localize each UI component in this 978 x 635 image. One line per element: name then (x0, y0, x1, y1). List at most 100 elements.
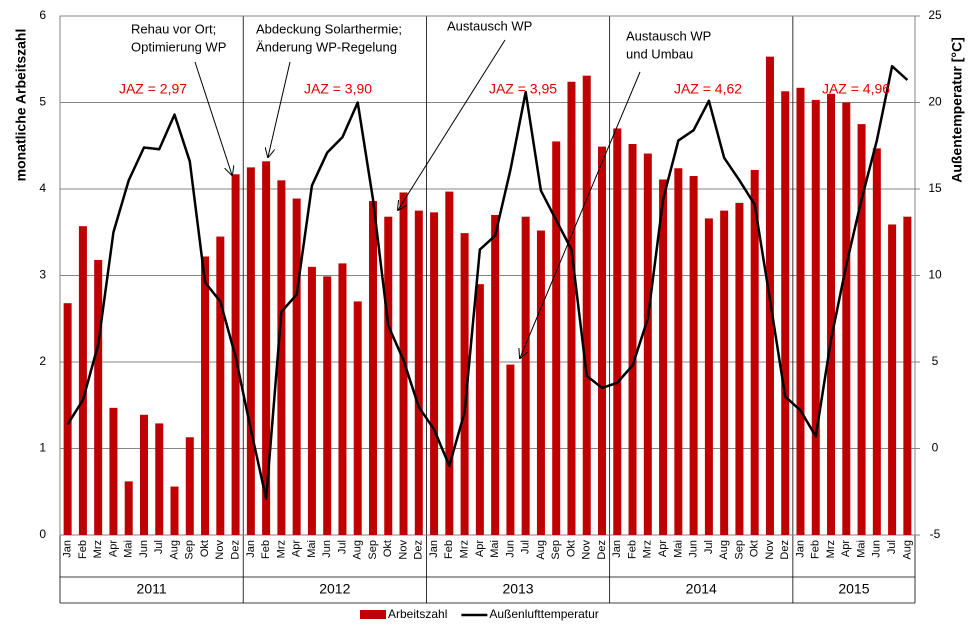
bar (201, 256, 210, 535)
bar (460, 233, 469, 536)
bar (888, 224, 897, 535)
x-tick-label: Sep (550, 540, 562, 560)
x-tick-label: Jun (321, 540, 333, 558)
bar (567, 81, 576, 536)
bar (185, 437, 194, 535)
x-tick-label: Sep (367, 540, 379, 560)
bar (781, 91, 790, 535)
x-tick-label: Mai (672, 540, 684, 558)
year-label: 2015 (838, 581, 869, 597)
line (66, 64, 909, 500)
bar (720, 210, 729, 535)
x-tick-label: Aug (168, 540, 180, 560)
legend-label: Außenlufttemperatur (489, 607, 598, 621)
jaz-label: JAZ = 2,97 (119, 81, 187, 97)
bar (139, 414, 148, 535)
y-tick-label: 5 (39, 95, 46, 109)
x-tick-label: Feb (260, 540, 272, 559)
bar (384, 216, 393, 535)
y2-tick-label: 25 (928, 8, 942, 22)
x-tick-label: Apr (840, 540, 852, 557)
year-label: 2014 (686, 581, 717, 597)
bar (292, 198, 301, 535)
annotation: Änderung WP-Regelung (256, 39, 397, 54)
bar (491, 214, 500, 535)
bar (430, 212, 439, 536)
x-tick-label: Okt (565, 540, 577, 557)
bar (78, 226, 87, 535)
x-tick-label: Nov (397, 540, 409, 560)
bar (338, 263, 347, 535)
bar (124, 481, 133, 535)
x-tick-label: Mrz (92, 540, 104, 558)
x-tick-label: Feb (77, 540, 89, 559)
annotation: Abdeckung Solarthermie; (256, 21, 402, 36)
x-tick-label: Feb (443, 540, 455, 559)
y2-tick-label: 10 (928, 268, 942, 282)
x-tick-label: Dez (229, 540, 241, 560)
bar (323, 276, 332, 535)
x-tick-label: Sep (733, 540, 745, 560)
bar (109, 407, 118, 535)
x-tick-label: Jun (504, 540, 516, 558)
x-tick-label: Jun (138, 540, 150, 558)
x-tick-label: Okt (382, 540, 394, 557)
bar (368, 201, 377, 536)
bar (155, 423, 164, 535)
bar (857, 124, 866, 535)
bar (842, 102, 851, 535)
year-label: 2011 (137, 581, 167, 597)
x-tick-label: Apr (291, 540, 303, 557)
y2-tick-label: -5 (930, 527, 941, 541)
bar (735, 202, 744, 535)
x-tick-label: Mrz (642, 540, 654, 558)
annotation-arrow (398, 39, 506, 210)
x-tick-label: Mrz (459, 540, 471, 558)
bar (445, 191, 454, 535)
y2-tick-label: 15 (928, 181, 942, 195)
bar (598, 146, 607, 536)
annotation: Austausch WP (626, 28, 711, 43)
y-tick-label: 0 (39, 527, 46, 541)
x-tick-label: Jun (688, 540, 700, 558)
bar (872, 148, 881, 535)
bar (216, 236, 225, 535)
x-tick-label: Mrz (275, 540, 287, 558)
annotation-arrow (194, 61, 232, 175)
y2-axis-label: Außentemperatur [°C] (949, 37, 965, 183)
x-tick-label: Dez (413, 540, 425, 560)
x-tick-label: Jan (611, 540, 623, 558)
x-tick-label: Nov (581, 540, 593, 560)
bar (536, 230, 545, 535)
x-tick-label: Jul (520, 540, 532, 554)
bar (796, 87, 805, 536)
bar (307, 266, 316, 535)
y2-tick-label: 0 (932, 441, 939, 455)
x-tick-label: Jul (153, 540, 165, 554)
x-tick-label: Nov (764, 540, 776, 560)
bar (414, 210, 423, 535)
x-tick-label: Apr (474, 540, 486, 557)
y-tick-label: 2 (39, 354, 46, 368)
x-tick-label: Mrz (825, 540, 837, 558)
annotation: und Umbau (626, 46, 693, 61)
x-tick-label: Aug (535, 540, 547, 560)
bar (689, 176, 698, 535)
bar (277, 180, 286, 535)
x-tick-label: Aug (352, 540, 364, 560)
legend-label: Arbeitszahl (388, 607, 447, 621)
y2-tick-label: 20 (928, 95, 942, 109)
y-tick-label: 1 (39, 441, 46, 455)
y-tick-label: 6 (39, 8, 46, 22)
bar (811, 99, 820, 535)
y-tick-label: 3 (39, 268, 46, 282)
x-tick-label: Mai (306, 540, 318, 558)
bar (674, 168, 683, 536)
annotation-arrow (268, 61, 291, 157)
bar (628, 144, 637, 535)
bar (506, 364, 515, 535)
x-tick-label: Jun (871, 540, 883, 558)
x-tick-label: Jul (703, 540, 715, 554)
